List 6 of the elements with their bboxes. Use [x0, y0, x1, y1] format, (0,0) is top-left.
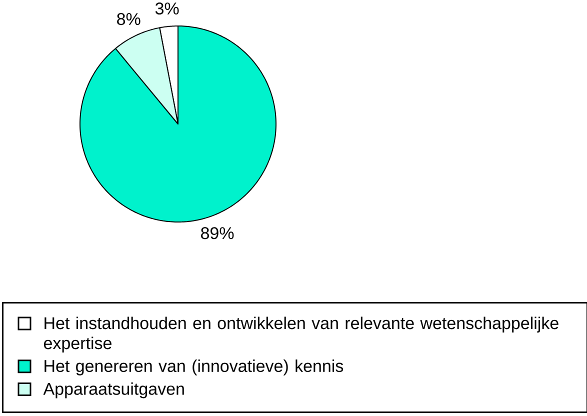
- legend-label: Het instandhouden en ontwikkelen van relevante wetenschappelijke expertise: [44, 316, 558, 353]
- data-label: 89%: [201, 227, 234, 240]
- legend-label: Apparaatsuitgaven: [43, 382, 184, 398]
- data-label: 3%: [155, 2, 179, 15]
- legend-label: Het genereren van (innovatieve) kennis: [44, 360, 344, 376]
- data-label: 8%: [117, 13, 140, 26]
